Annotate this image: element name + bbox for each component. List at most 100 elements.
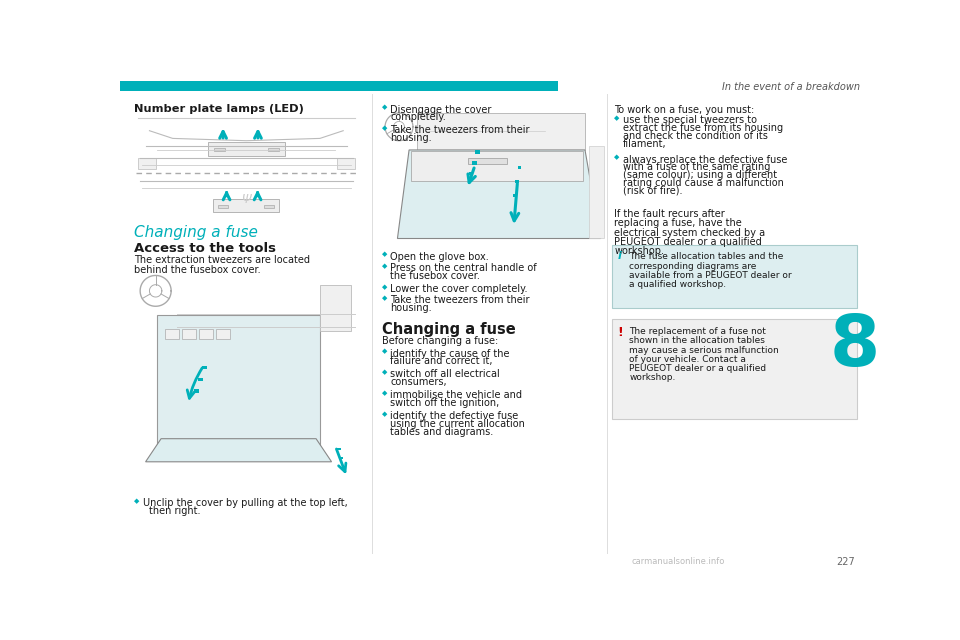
Bar	[588, 146, 605, 239]
Text: Before changing a fuse:: Before changing a fuse:	[382, 336, 498, 346]
Text: switch off all electrical: switch off all electrical	[391, 369, 500, 380]
Text: may cause a serious malfunction: may cause a serious malfunction	[629, 346, 779, 355]
Bar	[165, 330, 179, 339]
Text: completely.: completely.	[391, 113, 446, 122]
Text: 227: 227	[836, 557, 854, 567]
Bar	[417, 113, 585, 150]
Text: with a fuse of the same rating: with a fuse of the same rating	[623, 163, 770, 172]
Bar	[182, 330, 196, 339]
Text: ◆: ◆	[614, 115, 620, 122]
Text: To work on a fuse, you must:: To work on a fuse, you must:	[614, 104, 755, 115]
Text: In the event of a breakdown: In the event of a breakdown	[722, 82, 860, 92]
Text: ◆: ◆	[382, 369, 387, 376]
Text: behind the fusebox cover.: behind the fusebox cover.	[134, 265, 260, 275]
Text: consumers,: consumers,	[391, 377, 447, 387]
Text: (same colour); using a different: (same colour); using a different	[623, 170, 777, 180]
Text: available from a PEUGEOT dealer or: available from a PEUGEOT dealer or	[629, 271, 792, 280]
Bar	[194, 389, 199, 392]
Bar	[475, 150, 480, 154]
Bar	[199, 330, 213, 339]
Text: using the current allocation: using the current allocation	[391, 419, 525, 429]
Bar	[207, 142, 285, 156]
Text: 8: 8	[829, 312, 879, 381]
Bar	[216, 330, 230, 339]
Text: Changing a fuse: Changing a fuse	[134, 225, 258, 239]
Bar	[612, 319, 857, 419]
Bar	[337, 448, 341, 451]
Text: corresponding diagrams are: corresponding diagrams are	[629, 262, 756, 271]
Text: rating could cause a malfunction: rating could cause a malfunction	[623, 178, 784, 188]
Text: The replacement of a fuse not: The replacement of a fuse not	[629, 327, 766, 336]
Text: ◆: ◆	[382, 252, 387, 257]
Text: Changing a fuse: Changing a fuse	[382, 323, 516, 337]
Polygon shape	[146, 438, 331, 462]
Text: PEUGEOT dealer or a qualified: PEUGEOT dealer or a qualified	[629, 364, 766, 373]
Bar	[157, 316, 320, 447]
Text: ◆: ◆	[382, 125, 387, 131]
Bar	[218, 205, 228, 208]
Text: use the special tweezers to: use the special tweezers to	[623, 115, 757, 125]
Bar	[138, 157, 156, 169]
Bar	[264, 205, 274, 208]
Text: The extraction tweezers are located: The extraction tweezers are located	[134, 255, 310, 266]
Text: If the fault recurs after: If the fault recurs after	[614, 209, 725, 220]
Polygon shape	[412, 152, 584, 180]
Text: Access to the tools: Access to the tools	[134, 241, 276, 255]
Bar	[203, 366, 206, 369]
Text: carmanualsonline.info: carmanualsonline.info	[632, 557, 725, 566]
Bar	[517, 166, 521, 169]
Text: Take the tweezers from their: Take the tweezers from their	[391, 296, 530, 305]
Text: identify the cause of the: identify the cause of the	[391, 349, 510, 358]
Text: housing.: housing.	[391, 133, 432, 143]
Text: Disengage the cover: Disengage the cover	[391, 104, 492, 115]
Text: switch off the ignition,: switch off the ignition,	[391, 398, 500, 408]
Bar	[339, 457, 344, 460]
Text: ◆: ◆	[382, 263, 387, 269]
Text: ◆: ◆	[134, 498, 139, 504]
Text: the fusebox cover.: the fusebox cover.	[391, 271, 480, 281]
Text: ◆: ◆	[382, 390, 387, 396]
Text: housing.: housing.	[391, 303, 432, 314]
Bar	[320, 285, 351, 331]
Text: !: !	[617, 326, 623, 339]
Bar	[468, 157, 507, 164]
Text: Open the glove box.: Open the glove box.	[391, 252, 490, 262]
Text: Ψ: Ψ	[241, 193, 252, 207]
Text: ◆: ◆	[382, 284, 387, 290]
Text: Press on the central handle of: Press on the central handle of	[391, 263, 537, 273]
Bar	[342, 467, 346, 468]
Bar	[268, 148, 278, 152]
Bar	[472, 161, 476, 164]
Text: ◆: ◆	[614, 155, 620, 161]
Text: tables and diagrams.: tables and diagrams.	[391, 427, 493, 436]
Bar	[120, 81, 558, 91]
Text: i: i	[618, 251, 622, 261]
Text: a qualified workshop.: a qualified workshop.	[629, 280, 727, 289]
Text: identify the defective fuse: identify the defective fuse	[391, 411, 518, 421]
Bar	[213, 199, 279, 212]
Text: workshop.: workshop.	[614, 246, 664, 256]
Text: Take the tweezers from their: Take the tweezers from their	[391, 125, 530, 135]
Text: workshop.: workshop.	[629, 373, 676, 382]
Text: always replace the defective fuse: always replace the defective fuse	[623, 155, 787, 164]
Text: ◆: ◆	[382, 296, 387, 301]
Text: PEUGEOT dealer or a qualified: PEUGEOT dealer or a qualified	[614, 237, 762, 247]
Text: Lower the cover completely.: Lower the cover completely.	[391, 284, 528, 294]
Text: of your vehicle. Contact a: of your vehicle. Contact a	[629, 355, 746, 364]
Text: extract the fuse from its housing: extract the fuse from its housing	[623, 123, 783, 133]
Text: replacing a fuse, have the: replacing a fuse, have the	[614, 218, 742, 228]
Bar	[337, 157, 355, 169]
Text: then right.: then right.	[150, 506, 201, 516]
Text: and check the condition of its: and check the condition of its	[623, 131, 768, 141]
Text: Number plate lamps (LED): Number plate lamps (LED)	[134, 104, 303, 114]
Text: failure and correct it,: failure and correct it,	[391, 356, 493, 367]
Text: ◆: ◆	[382, 104, 387, 111]
Text: (risk of fire).: (risk of fire).	[623, 186, 683, 196]
Bar	[199, 378, 203, 381]
Text: filament,: filament,	[623, 139, 666, 149]
Text: ◆: ◆	[382, 411, 387, 417]
Bar	[513, 194, 516, 197]
Bar	[516, 180, 519, 183]
Text: immobilise the vehicle and: immobilise the vehicle and	[391, 390, 522, 400]
Bar	[468, 172, 473, 175]
